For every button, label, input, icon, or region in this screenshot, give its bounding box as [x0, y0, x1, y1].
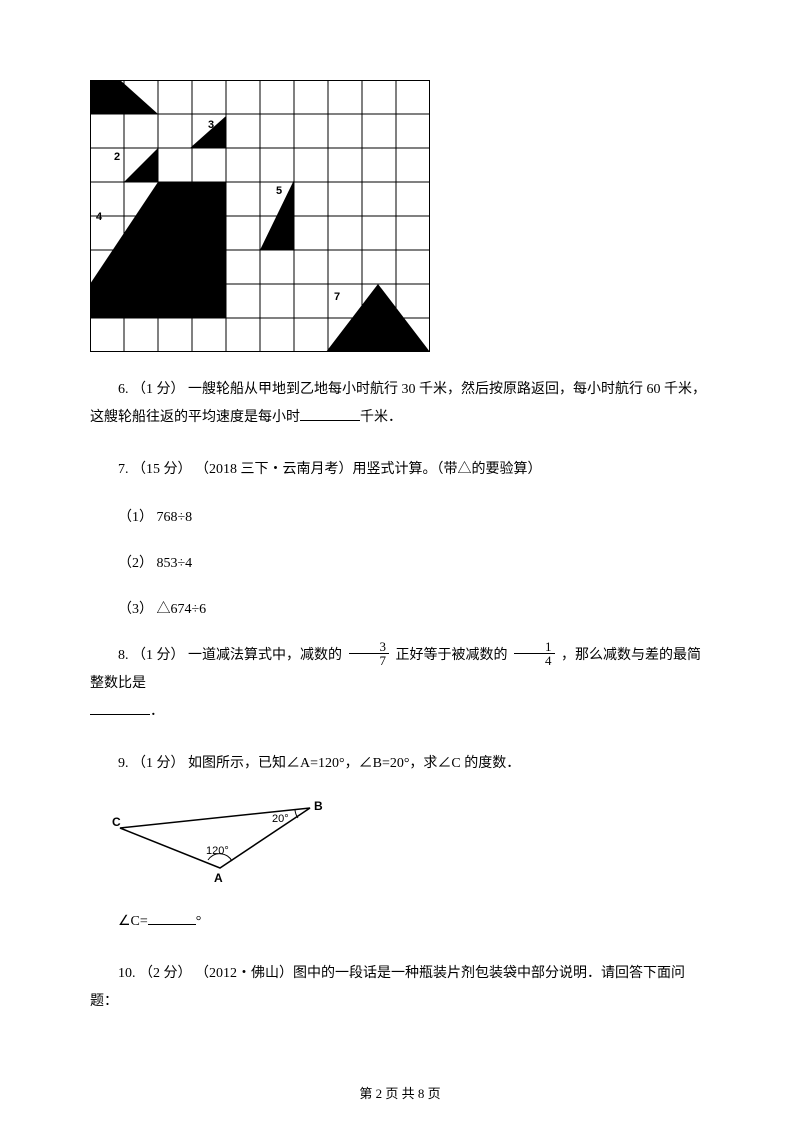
- triangle-figure: C B A 120° 20°: [110, 798, 710, 888]
- q9-answer-suffix: °: [196, 914, 202, 929]
- q9-points: （1 分）: [132, 756, 185, 771]
- question-7: 7. （15 分） （2018 三下・云南月考）用竖式计算。（带△的要验算）: [90, 456, 710, 484]
- q7-item-1-label: （1）: [118, 510, 153, 525]
- q8-points: （1 分）: [132, 648, 185, 663]
- q7-item-3-label: （3）: [118, 602, 153, 617]
- vertex-b-label: B: [314, 799, 323, 813]
- angle-b-value: 20°: [272, 813, 289, 825]
- q8-fraction-2: 14: [514, 640, 555, 667]
- angle-a-value: 120°: [206, 845, 229, 857]
- svg-text:3: 3: [208, 119, 214, 131]
- footer-text: 第 2 页 共 8 页: [359, 1086, 440, 1101]
- svg-text:1: 1: [94, 83, 100, 95]
- svg-text:7: 7: [334, 291, 340, 303]
- q7-item-3-expr: △674÷6: [157, 602, 207, 617]
- q8-text-d: ．: [150, 704, 164, 719]
- svg-text:6: 6: [106, 287, 112, 299]
- question-8: 8. （1 分） 一道减法算式中，减数的 37 正好等于被减数的 14 ，那么减…: [90, 642, 710, 726]
- q10-number: 10.: [118, 966, 136, 981]
- q7-number: 7.: [118, 462, 129, 477]
- q7-item-3: （3） △674÷6: [90, 596, 710, 624]
- q8-text-a: 一道减法算式中，减数的: [188, 648, 342, 663]
- q6-number: 6.: [118, 382, 129, 397]
- question-9: 9. （1 分） 如图所示，已知∠A=120°，∠B=20°，求∠C 的度数．: [90, 750, 710, 778]
- q7-item-2: （2） 853÷4: [90, 550, 710, 578]
- vertex-a-label: A: [214, 871, 223, 885]
- q10-source: （2012・佛山）: [195, 966, 293, 981]
- q7-item-2-expr: 853÷4: [157, 556, 193, 571]
- q6-text-after: 千米．: [360, 410, 402, 425]
- q8-blank: [90, 701, 150, 715]
- q7-text: 用竖式计算。（带△的要验算）: [353, 462, 542, 477]
- question-10: 10. （2 分） （2012・佛山）图中的一段话是一种瓶装片剂包装袋中部分说明…: [90, 960, 710, 1016]
- q9-text: 如图所示，已知∠A=120°，∠B=20°，求∠C 的度数．: [188, 756, 520, 771]
- q8-fraction-1: 37: [349, 640, 390, 667]
- q6-points: （1 分）: [132, 382, 185, 397]
- q7-source: （2018 三下・云南月考）: [195, 462, 353, 477]
- svg-text:5: 5: [276, 185, 282, 197]
- q8-number: 8.: [118, 648, 129, 663]
- q7-item-2-label: （2）: [118, 556, 153, 571]
- svg-text:2: 2: [114, 151, 120, 163]
- svg-text:4: 4: [96, 211, 103, 223]
- q7-points: （15 分）: [132, 462, 192, 477]
- q7-item-1-expr: 768÷8: [157, 510, 193, 525]
- q6-blank: [300, 407, 360, 421]
- q9-answer-prefix: ∠C=: [118, 914, 148, 929]
- q8-text-b: 正好等于被减数的: [396, 648, 508, 663]
- q7-item-1: （1） 768÷8: [90, 504, 710, 532]
- q9-number: 9.: [118, 756, 129, 771]
- q10-points: （2 分）: [139, 966, 192, 981]
- grid-shapes-figure: 1 2 3 4 5 6 7: [90, 80, 710, 352]
- q9-blank: [148, 911, 196, 925]
- q9-answer-line: ∠C= °: [90, 908, 710, 936]
- question-6: 6. （1 分） 一艘轮船从甲地到乙地每小时航行 30 千米，然后按原路返回，每…: [90, 376, 710, 432]
- page-footer: 第 2 页 共 8 页: [0, 1083, 800, 1102]
- vertex-c-label: C: [112, 815, 121, 829]
